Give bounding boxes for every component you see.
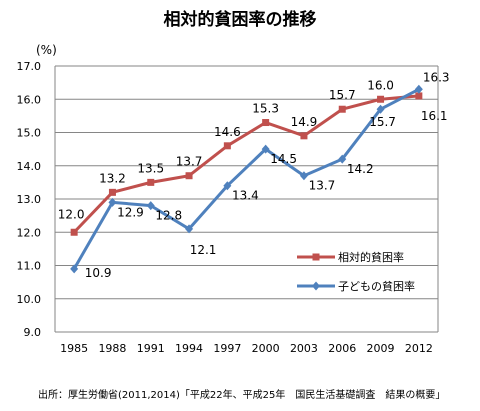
data-point-marker: [376, 104, 385, 114]
data-point-marker: [108, 188, 116, 196]
x-tick-label: 1997: [213, 342, 241, 355]
x-tick-label: 1994: [175, 342, 203, 355]
data-point-marker: [262, 119, 270, 127]
data-point-marker: [338, 154, 347, 164]
data-label: 14.2: [347, 162, 374, 176]
y-tick-label: 14.0: [17, 160, 42, 173]
x-tick-label: 2000: [252, 342, 280, 355]
data-label: 14.9: [291, 115, 318, 129]
legend-swatch-marker: [312, 253, 320, 261]
data-label: 16.1: [421, 109, 448, 123]
data-label: 12.1: [190, 243, 217, 257]
y-tick-label: 12.0: [17, 226, 42, 239]
data-point-marker: [108, 197, 117, 207]
data-label: 13.2: [99, 171, 126, 185]
data-point-marker: [223, 181, 232, 191]
data-label: 10.9: [85, 266, 112, 280]
x-tick-label: 1991: [137, 342, 165, 355]
x-tick-label: 2009: [367, 342, 395, 355]
data-label: 13.7: [176, 155, 203, 169]
data-label: 13.4: [232, 189, 259, 203]
y-tick-label: 15.0: [17, 127, 42, 140]
data-label: 15.7: [369, 115, 396, 129]
data-label: 15.3: [252, 102, 279, 116]
x-tick-label: 1985: [60, 342, 88, 355]
data-point-marker: [377, 95, 385, 103]
data-point-marker: [300, 132, 308, 140]
y-tick-label: 10.0: [17, 293, 42, 306]
source-note: 出所：厚生労働省(2011,2014)「平成22年、平成25年 国民生活基礎調査…: [38, 388, 445, 401]
data-label: 13.5: [137, 161, 164, 175]
y-tick-label: 9.0: [24, 326, 42, 339]
data-point-marker: [146, 201, 155, 211]
data-point-marker: [70, 264, 79, 274]
y-tick-label: 13.0: [17, 193, 42, 206]
series-line: [73, 94, 419, 234]
data-point-marker: [338, 105, 346, 113]
data-point-marker: [185, 172, 193, 180]
legend-label: 相対的貧困率: [338, 250, 404, 264]
y-tick-label: 11.0: [17, 260, 42, 273]
data-label: 14.5: [270, 152, 297, 166]
data-label: 12.8: [155, 209, 182, 223]
data-point-marker: [414, 84, 423, 94]
data-label: 14.6: [214, 125, 241, 139]
y-axis-unit: (%): [36, 43, 57, 57]
data-label: 12.0: [58, 207, 85, 221]
data-labels: 12.0 13.2 13.5 13.7 14.6 15.3 14.9 15.7 16.0 16.1…: [58, 70, 450, 280]
data-label: 12.9: [117, 205, 144, 219]
data-point-marker: [415, 92, 423, 100]
x-tick-label: 2003: [290, 342, 318, 355]
x-tick-label: 2012: [405, 342, 433, 355]
legend-swatch-marker: [312, 281, 320, 291]
data-label: 16.0: [367, 78, 394, 92]
data-point-marker: [185, 224, 194, 234]
data-point-marker: [223, 142, 231, 150]
y-axis-ticks: 9.0 10.0 11.0 12.0 13.0 14.0 15.0 16.0 17.0: [17, 60, 42, 339]
data-point-marker: [261, 144, 270, 154]
series-line: [72, 87, 420, 270]
x-tick-label: 2006: [328, 342, 356, 355]
legend-label: 子どもの貧困率: [338, 279, 415, 293]
y-tick-label: 16.0: [17, 93, 42, 106]
x-axis-ticks: 1985 1988 1991 1994 1997 2000 2003 2006 2009 2012: [60, 342, 433, 355]
data-label: 13.7: [309, 179, 336, 193]
data-label: 15.7: [329, 88, 356, 102]
data-point-marker: [70, 228, 78, 236]
data-point-marker: [299, 171, 308, 181]
y-tick-label: 17.0: [17, 60, 42, 73]
x-tick-label: 1988: [98, 342, 126, 355]
series-layer: [70, 84, 423, 274]
chart-title: 相対的貧困率の推移: [164, 9, 317, 30]
data-point-marker: [147, 178, 155, 186]
data-label: 16.3: [423, 70, 450, 84]
